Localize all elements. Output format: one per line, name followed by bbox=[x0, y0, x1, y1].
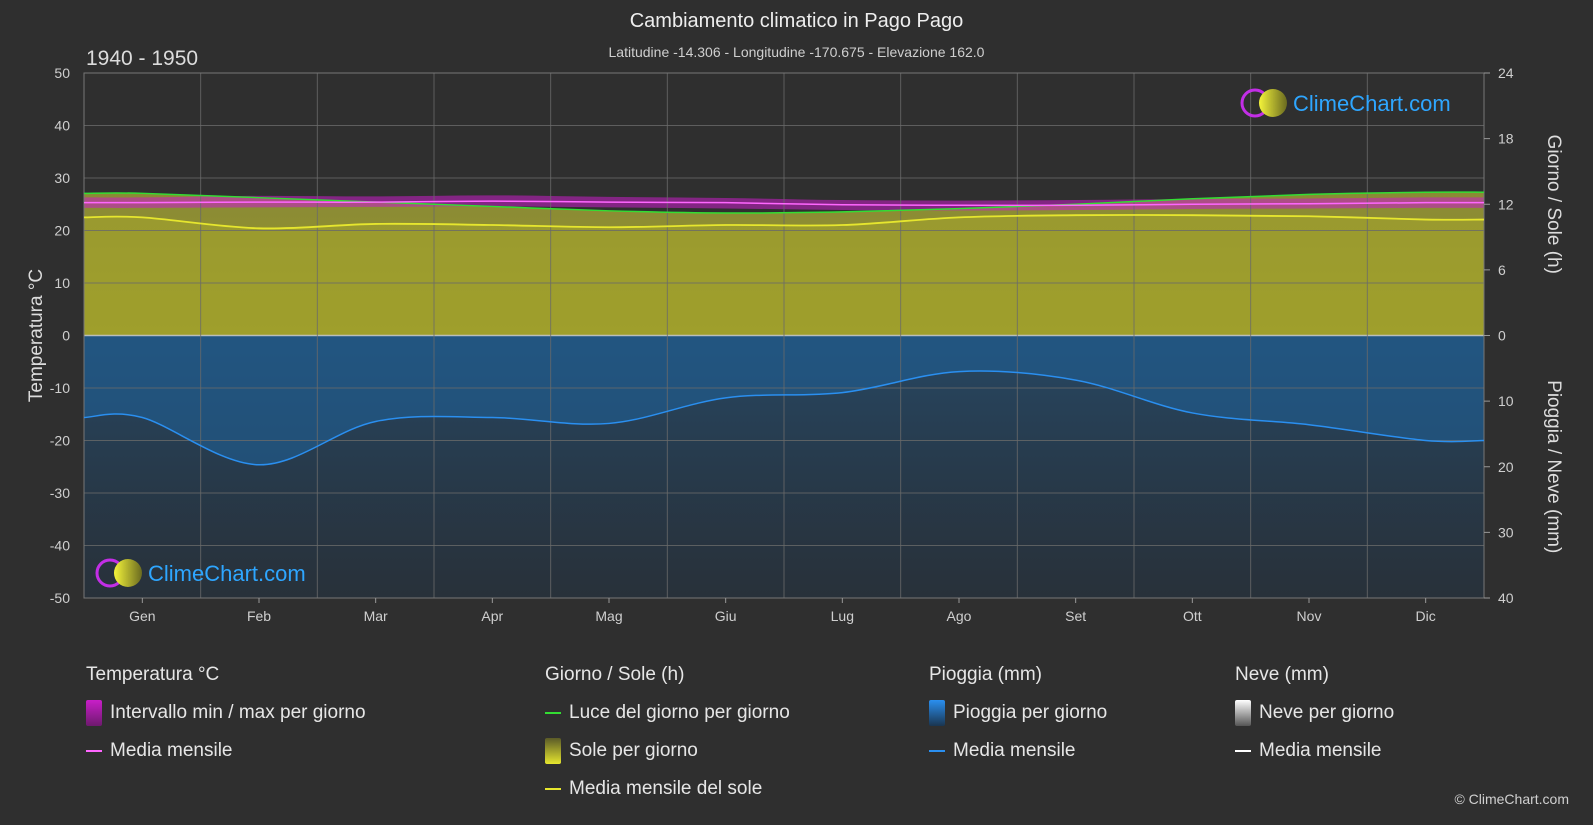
legend-rain-header: Pioggia (mm) bbox=[929, 664, 1042, 685]
copyright: © ClimeChart.com bbox=[1454, 791, 1569, 807]
x-tick-label: Lug bbox=[831, 608, 854, 624]
x-tick-label: Ago bbox=[947, 608, 972, 624]
y2-tick-label: 12 bbox=[1498, 196, 1514, 212]
logo-text: ClimeChart.com bbox=[1293, 91, 1451, 116]
daylight-line bbox=[83, 191, 1485, 214]
legend-item-label: Intervallo min / max per giorno bbox=[110, 702, 366, 723]
y-tick-label: 10 bbox=[54, 275, 70, 291]
legend-item-label: Neve per giorno bbox=[1259, 702, 1395, 723]
temp-range-swatch bbox=[86, 700, 102, 726]
x-tick-label: Apr bbox=[481, 608, 503, 624]
y2-tick-label: 6 bbox=[1498, 262, 1506, 278]
y3-tick-label: 10 bbox=[1498, 393, 1514, 409]
legend-item-temp-range: Intervallo min / max per giorno bbox=[86, 700, 366, 726]
snow-swatch bbox=[1235, 700, 1251, 726]
legend-rain: Pioggia (mm) Pioggia per giorno Media me… bbox=[929, 664, 1107, 776]
legend-snow: Neve (mm) Neve per giorno Media mensile bbox=[1235, 664, 1394, 776]
y-tick-label: 20 bbox=[54, 223, 70, 239]
logo-bottom: ClimeChart.com bbox=[95, 558, 306, 588]
legend-item-sun-mean: Media mensile del sole bbox=[545, 776, 790, 802]
legend-item-snow-mean: Media mensile bbox=[1235, 738, 1394, 764]
x-tick-label: Feb bbox=[247, 608, 271, 624]
legend-sun: Giorno / Sole (h) Luce del giorno per gi… bbox=[545, 664, 790, 814]
logo-top: ClimeChart.com bbox=[1240, 88, 1451, 118]
legend-item-rain-daily: Pioggia per giorno bbox=[929, 700, 1107, 726]
x-tick-label: Dic bbox=[1416, 608, 1436, 624]
y-tick-label: -50 bbox=[50, 590, 70, 606]
legend-item-label: Sole per giorno bbox=[569, 740, 698, 761]
logo-sun-icon bbox=[1259, 89, 1287, 117]
chart-subtitle: Latitudine -14.306 - Longitudine -170.67… bbox=[608, 44, 985, 60]
x-tick-label: Mar bbox=[364, 608, 388, 624]
y2-tick-label: 24 bbox=[1498, 65, 1514, 81]
temp-mean-line bbox=[83, 200, 1485, 207]
logo-sun-icon bbox=[114, 559, 142, 587]
legend-item-sunshine: Sole per giorno bbox=[545, 738, 790, 764]
temp-mean-swatch bbox=[86, 750, 102, 752]
legend-item-label: Pioggia per giorno bbox=[953, 702, 1108, 723]
logo-text: ClimeChart.com bbox=[148, 561, 306, 586]
x-tick-label: Giu bbox=[715, 608, 737, 624]
y3-tick-label: 40 bbox=[1498, 590, 1514, 606]
y3-axis-title: Pioggia / Neve (mm) bbox=[1543, 380, 1564, 553]
y-tick-label: 0 bbox=[62, 328, 70, 344]
y-tick-label: 50 bbox=[54, 65, 70, 81]
y-tick-label: -40 bbox=[50, 538, 70, 554]
y2-tick-label: 0 bbox=[1498, 328, 1506, 344]
legend-temperature-header: Temperatura °C bbox=[86, 664, 220, 685]
snow-mean-swatch bbox=[1235, 750, 1251, 752]
legend-snow-header: Neve (mm) bbox=[1235, 664, 1329, 685]
chart-title: Cambiamento climatico in Pago Pago bbox=[629, 10, 964, 32]
x-tick-label: Set bbox=[1065, 608, 1086, 624]
y-tick-label: -30 bbox=[50, 485, 70, 501]
daylight-swatch bbox=[545, 712, 561, 714]
sun-mean-line bbox=[83, 214, 1485, 230]
y-tick-label: -10 bbox=[50, 380, 70, 396]
x-tick-label: Gen bbox=[129, 608, 155, 624]
y-axis-title: Temperatura °C bbox=[26, 269, 47, 402]
legend-temperature: Temperatura °C Intervallo min / max per … bbox=[86, 664, 366, 776]
y3-tick-label: 20 bbox=[1498, 459, 1514, 475]
legend-sun-header: Giorno / Sole (h) bbox=[545, 664, 685, 685]
rain-mean-line bbox=[83, 370, 1485, 466]
y3-tick-label: 30 bbox=[1498, 524, 1514, 540]
sun-mean-swatch bbox=[545, 788, 561, 790]
y-tick-label: 40 bbox=[54, 118, 70, 134]
legend-item-daylight: Luce del giorno per giorno bbox=[545, 700, 790, 726]
period-label: 1940 - 1950 bbox=[86, 47, 199, 70]
legend-item-label: Media mensile bbox=[953, 740, 1076, 761]
legend-item-label: Media mensile bbox=[1259, 740, 1382, 761]
x-tick-label: Ott bbox=[1183, 608, 1202, 624]
legend-item-label: Media mensile bbox=[110, 740, 233, 761]
rain-mean-swatch bbox=[929, 750, 945, 752]
y-tick-label: 30 bbox=[54, 170, 70, 186]
x-tick-label: Nov bbox=[1297, 608, 1322, 624]
legend-item-snow-daily: Neve per giorno bbox=[1235, 700, 1394, 726]
legend-item-rain-mean: Media mensile bbox=[929, 738, 1107, 764]
legend-item-label: Luce del giorno per giorno bbox=[569, 702, 790, 723]
x-tick-label: Mag bbox=[595, 608, 622, 624]
sunshine-swatch bbox=[545, 738, 561, 764]
legend-item-temp-mean: Media mensile bbox=[86, 738, 366, 764]
y-tick-label: -20 bbox=[50, 433, 70, 449]
y2-axis-title: Giorno / Sole (h) bbox=[1543, 135, 1564, 274]
y2-tick-label: 18 bbox=[1498, 131, 1514, 147]
rain-swatch bbox=[929, 700, 945, 726]
legend-item-label: Media mensile del sole bbox=[569, 778, 763, 799]
